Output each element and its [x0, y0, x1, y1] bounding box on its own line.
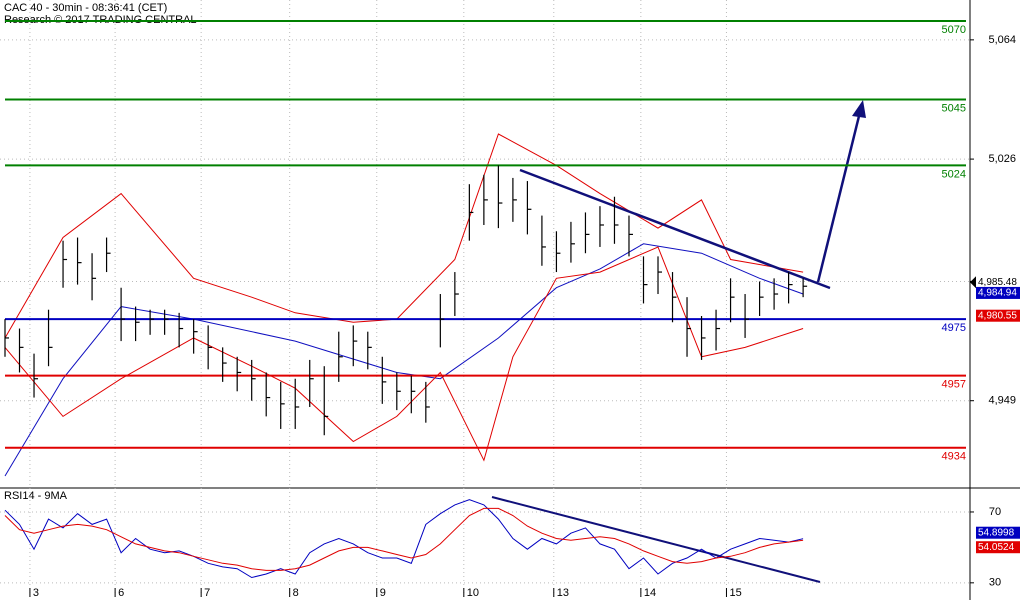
y-tick-label: 30 [989, 577, 1001, 589]
y-tick-label: 4,949 [988, 395, 1016, 407]
rsi-line [4, 507, 804, 571]
x-tick-label: 6 [118, 587, 124, 599]
x-tick-label: 9 [380, 587, 386, 599]
level-label: 5024 [942, 168, 966, 180]
x-tick-label: 15 [729, 587, 741, 599]
price-label-box [976, 286, 1020, 299]
trend-line [519, 168, 831, 290]
rsi-label: 54.0524 [978, 542, 1015, 553]
level-label: 4934 [942, 451, 966, 463]
level-label: 5070 [942, 24, 966, 36]
chart-subtitle: Research © 2017 TRADING CENTRAL [4, 14, 197, 26]
level-label: 5045 [942, 102, 966, 114]
x-tick-label: 13 [557, 587, 569, 599]
x-tick-label: 8 [293, 587, 299, 599]
x-tick-label: 10 [467, 587, 479, 599]
rsi-title: RSI14 - 9MA [4, 490, 68, 502]
forecast-arrow [816, 111, 862, 283]
y-tick-label: 70 [989, 506, 1001, 518]
rsi-line [4, 499, 804, 579]
price-label-pointer [970, 276, 976, 289]
rsi-label-box [976, 526, 1020, 539]
level-label: 4957 [942, 379, 966, 391]
rsi-label-box [976, 541, 1020, 554]
level-label: 4975 [942, 322, 966, 334]
band-line [4, 243, 804, 477]
band-line [4, 133, 804, 339]
x-tick-label: 3 [33, 587, 39, 599]
y-tick-label: 5,064 [988, 34, 1016, 46]
rsi-label: 54.8998 [978, 527, 1015, 538]
rsi-trend-line [491, 496, 821, 583]
x-tick-label: 14 [644, 587, 656, 599]
price-label: 4,985.48 [978, 277, 1017, 288]
y-tick-label: 5,026 [988, 153, 1016, 165]
x-tick-label: 7 [204, 587, 210, 599]
price-label-box [976, 276, 1020, 289]
arrow-head [852, 100, 866, 118]
price-label-box [976, 309, 1020, 322]
price-label: 4,984.94 [978, 288, 1017, 299]
chart-title: CAC 40 - 30min - 08:36:41 (CET) [4, 2, 167, 14]
price-label: 4,980.55 [978, 310, 1017, 321]
